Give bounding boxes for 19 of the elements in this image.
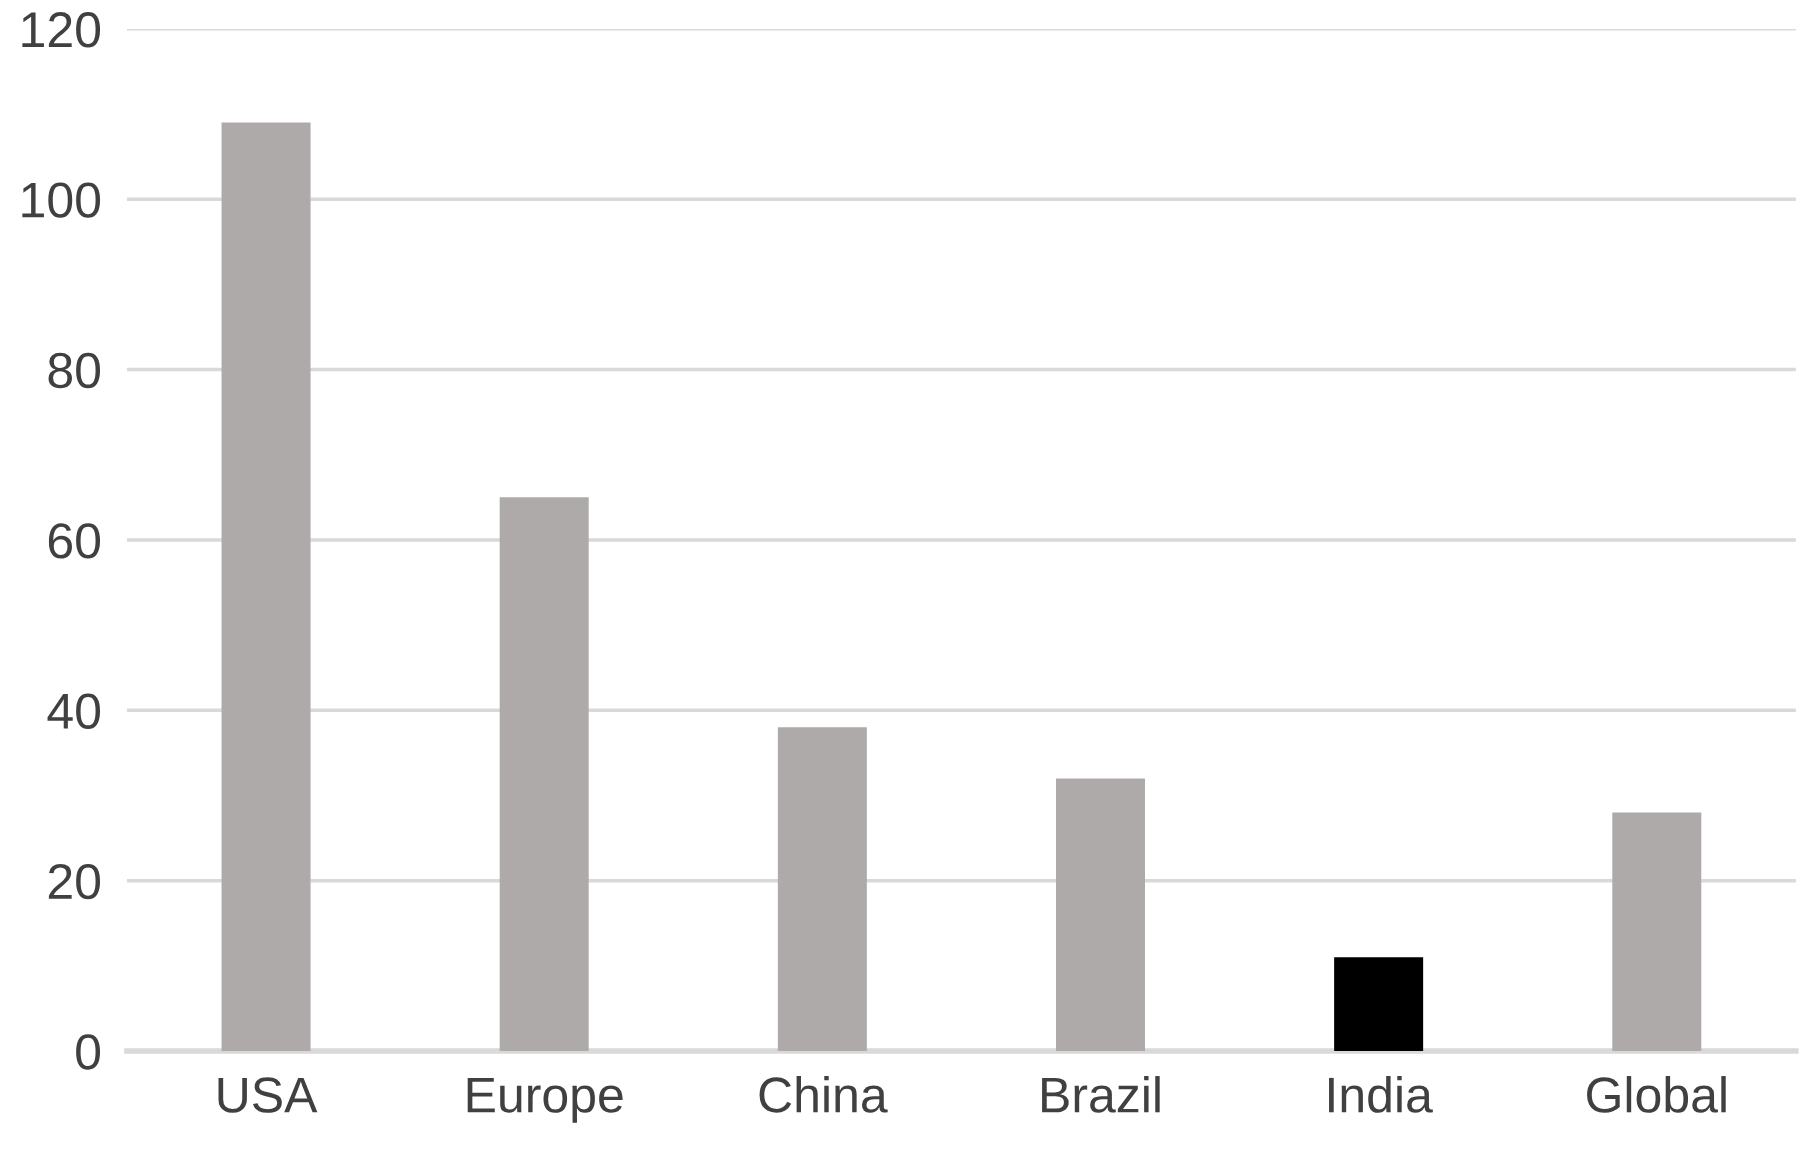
x-tick-label: China [759, 1076, 888, 1113]
y-tick-label: 40 [47, 693, 101, 729]
bar [1055, 778, 1145, 1052]
bar [777, 727, 867, 1052]
y-tick-label: 100 [22, 182, 101, 218]
y-tick-label: 60 [48, 523, 101, 559]
x-tick-label: USA [218, 1077, 318, 1113]
y-tick-label: 80 [48, 352, 101, 389]
bar [499, 497, 589, 1052]
y-tick-label: 20 [48, 863, 101, 900]
y-tick-label: 0 [76, 1034, 101, 1070]
x-tick-label: Brazil [1042, 1076, 1160, 1113]
bar [1334, 957, 1424, 1052]
y-tick-label: 120 [22, 12, 101, 48]
x-tick-label: India [1329, 1076, 1433, 1113]
x-tick-label: Global [1587, 1076, 1726, 1113]
x-tick-label: Europe [467, 1077, 623, 1123]
bar [221, 122, 311, 1052]
bar [1612, 812, 1702, 1052]
